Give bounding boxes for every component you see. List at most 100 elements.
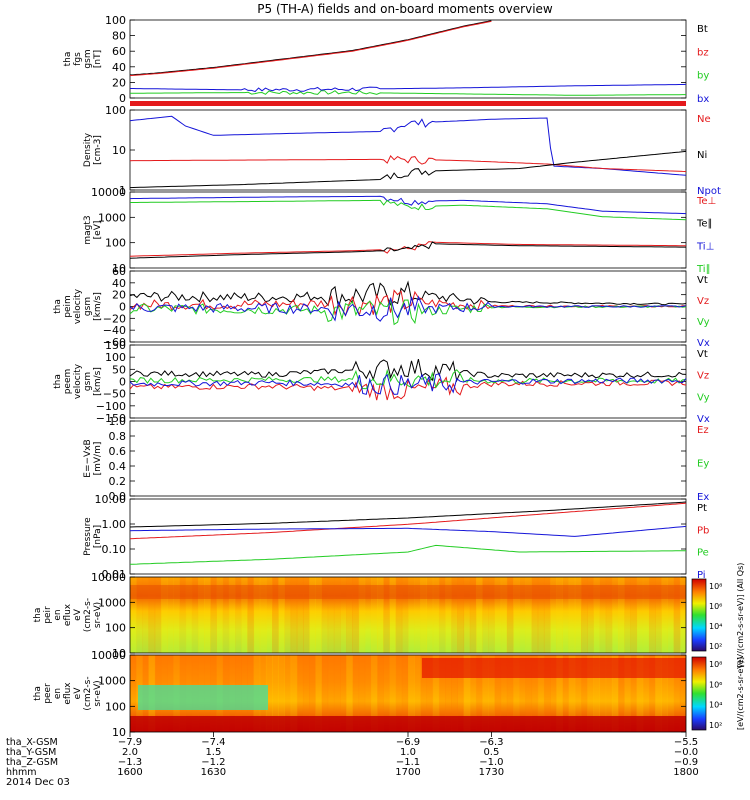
colorbar	[691, 578, 707, 652]
legend-Pi: Pi	[697, 570, 706, 581]
y-tick-label: 0	[119, 92, 126, 105]
spectrogram-column	[463, 577, 471, 653]
separator-bar	[130, 101, 686, 106]
spectrogram-column	[451, 577, 458, 653]
spectrogram-column	[457, 577, 465, 653]
spectrogram-column	[414, 655, 421, 732]
x-row-value: 2.0	[122, 747, 138, 758]
panel-frame	[129, 19, 687, 99]
y-tick-label: 60	[112, 45, 126, 58]
y-tick-label: 100	[105, 237, 126, 250]
spectrogram-column	[618, 577, 625, 653]
spectrogram-column	[315, 577, 323, 653]
spectrogram-column	[525, 655, 533, 732]
spectrogram-column	[624, 655, 631, 732]
series-Bt	[129, 20, 492, 76]
y-axis-label-line: [cm-3]	[93, 135, 103, 165]
spectrogram-column	[574, 655, 582, 732]
spectrogram-column	[432, 655, 440, 732]
spectrogram-column	[438, 577, 446, 653]
spectrogram-column	[401, 577, 409, 653]
spectrogram-column	[463, 655, 471, 732]
y-axis-label-line: sr-eV)	[93, 680, 103, 706]
y-axis-label-line: magt3	[83, 215, 93, 244]
x-row-value: −0.9	[674, 757, 698, 768]
spectrogram-column	[630, 655, 638, 732]
spectrogram-column	[296, 655, 304, 732]
y-axis-label-line: sr-eV)	[93, 602, 103, 628]
spectrogram-column	[377, 577, 384, 653]
spectrogram-hot-band	[421, 658, 686, 678]
page-title: P5 (TH-A) fields and on-board moments ov…	[257, 2, 553, 16]
spectrogram-column	[408, 577, 415, 653]
y-axis-label-line: tha	[63, 52, 73, 67]
spectrogram-column	[679, 577, 687, 653]
x-row-label: hhmm	[6, 767, 37, 778]
spectrogram-column	[537, 577, 545, 653]
spectrogram-column	[358, 655, 366, 732]
panel-pressure: 10.00 1.00 0.10 0.01 Pressure [nPa] Pt Pb Pe Pi	[83, 493, 709, 581]
x-row-value: −1.0	[479, 757, 503, 768]
y-axis-label-line: (cm2-s-	[83, 676, 93, 710]
spectrogram-column	[630, 577, 638, 653]
spectrogram-column	[160, 577, 168, 653]
y-tick-label: 50	[112, 363, 126, 376]
spectrogram-column	[445, 655, 452, 732]
spectrogram-column	[235, 577, 242, 653]
spectrogram-column	[500, 577, 508, 653]
series-bz	[129, 20, 492, 77]
spectrogram-column	[494, 655, 502, 732]
y-axis-label-line: tha	[53, 374, 63, 389]
spectrogram-column	[525, 577, 533, 653]
y-tick-label: 10000	[91, 649, 126, 662]
legend-Bt: Bt	[697, 24, 708, 35]
series-Vt	[129, 280, 687, 308]
legend-Pt: Pt	[697, 503, 707, 514]
x-row-value: 1700	[395, 767, 420, 778]
y-tick-label: 40	[112, 61, 126, 74]
spectrogram-column	[364, 577, 372, 653]
spectrogram-column	[333, 577, 341, 653]
spectrogram-column	[667, 577, 675, 653]
spectrogram-column	[216, 577, 224, 653]
panel-peir_eflux: 10⁸ 10⁶ 10⁴ 10² [eV/(cm2-s-sr-eV)] (All Qs) 1…	[33, 563, 745, 668]
spectrogram-column	[154, 577, 162, 653]
legend-Te∥: Te∥	[696, 219, 713, 230]
x-axis: tha_X-GSM −7.9 −7.4 −6.9 −6.3 −5.5 tha_Y-GSM 2.…	[6, 732, 699, 778]
x-row-value: 1630	[201, 767, 226, 778]
y-axis-label-line: [km/s]	[93, 367, 103, 396]
spectrogram-column	[333, 655, 341, 732]
spectrogram-column	[611, 577, 619, 653]
series-Ne	[129, 155, 687, 172]
spectrogram-column	[241, 577, 248, 653]
colorbar-tick-label: 10⁶	[709, 602, 722, 611]
legend-by: by	[697, 71, 709, 82]
spectrogram-column	[550, 655, 557, 732]
spectrogram-column	[383, 577, 390, 653]
spectrogram-column	[661, 577, 668, 653]
colorbar-tick-label: 10⁶	[709, 680, 722, 689]
y-axis-label-line: gsm	[83, 297, 93, 316]
spectrogram-column	[253, 577, 261, 653]
y-axis-label-line: velocity	[73, 288, 83, 324]
spectrogram-column	[642, 577, 650, 653]
y-axis-label-line: Pressure	[83, 517, 93, 556]
y-axis-label-line: Density	[83, 132, 93, 167]
spectrogram-column	[519, 577, 526, 653]
y-tick-label: 10000	[91, 571, 126, 584]
spectrogram-column	[655, 577, 662, 653]
y-tick-label: 80	[112, 30, 126, 43]
panel-frame	[129, 576, 687, 654]
legend-Ne: Ne	[697, 114, 711, 125]
spectrogram-column	[679, 655, 687, 732]
y-tick-label: 100	[105, 14, 126, 27]
spectrogram-column	[482, 577, 489, 653]
series-by	[129, 90, 686, 96]
series-Pt	[129, 501, 687, 528]
spectrogram-column	[130, 655, 137, 732]
spectrogram-column	[562, 655, 570, 732]
y-tick-label: 1.0	[109, 415, 127, 428]
spectrogram-column	[426, 577, 434, 653]
y-tick-label: 20	[112, 289, 126, 302]
